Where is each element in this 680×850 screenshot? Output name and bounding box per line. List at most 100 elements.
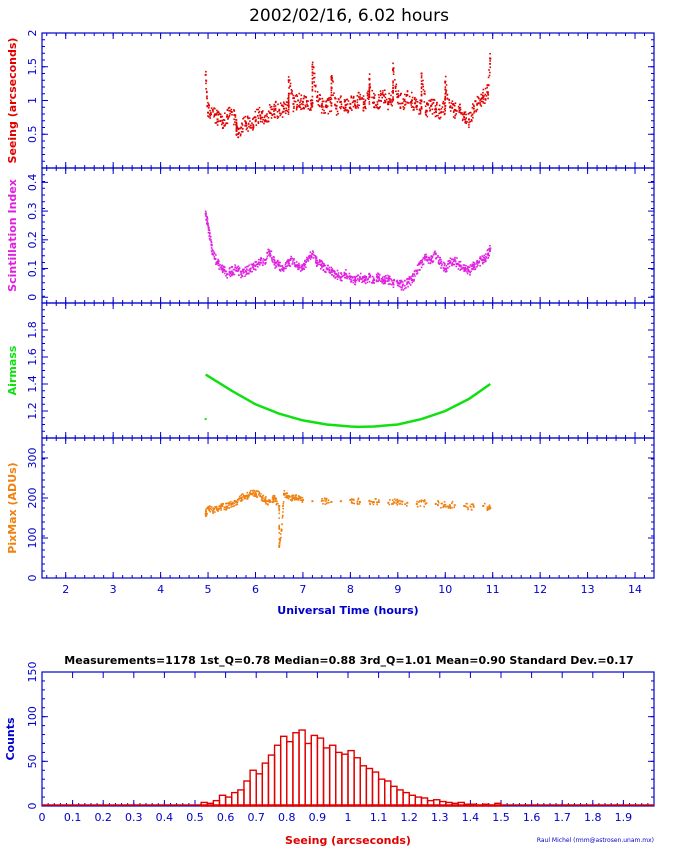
data-point-scintillation bbox=[336, 275, 339, 277]
data-point-seeing bbox=[478, 97, 480, 100]
y-axis-label-seeing: Seeing (arcseconds) bbox=[6, 38, 19, 164]
data-point-scintillation bbox=[279, 269, 281, 272]
data-point-seeing bbox=[276, 111, 279, 113]
data-point-seeing bbox=[233, 123, 235, 126]
data-point-pixmax bbox=[220, 507, 223, 509]
data-point-scintillation bbox=[317, 261, 319, 264]
data-point-scintillation bbox=[426, 259, 428, 261]
data-point-pixmax bbox=[297, 495, 300, 497]
data-point-scintillation bbox=[387, 283, 390, 285]
data-point-scintillation bbox=[462, 266, 465, 269]
data-point-scintillation bbox=[483, 254, 486, 257]
data-point-seeing bbox=[487, 92, 489, 95]
data-point-pixmax bbox=[221, 505, 224, 507]
data-point-seeing bbox=[214, 113, 216, 115]
data-point-seeing bbox=[252, 127, 254, 129]
data-point-seeing bbox=[332, 81, 334, 83]
data-point-scintillation bbox=[364, 279, 367, 281]
data-point-scintillation bbox=[217, 258, 219, 261]
histogram-bar bbox=[322, 747, 331, 807]
data-point-seeing bbox=[432, 99, 434, 101]
data-point-pixmax bbox=[258, 493, 260, 496]
data-point-seeing bbox=[466, 121, 468, 123]
data-point-seeing bbox=[392, 92, 394, 94]
data-point-scintillation bbox=[476, 263, 478, 265]
data-point-scintillation bbox=[251, 270, 253, 273]
data-point-seeing bbox=[349, 106, 352, 109]
data-point-seeing bbox=[454, 114, 457, 117]
data-point-seeing bbox=[209, 113, 212, 115]
data-point-seeing bbox=[420, 94, 423, 96]
data-point-scintillation bbox=[291, 263, 294, 265]
data-point-pixmax bbox=[392, 502, 394, 505]
data-point-pixmax bbox=[393, 501, 395, 503]
data-point-seeing bbox=[379, 106, 381, 108]
data-point-scintillation bbox=[419, 269, 421, 271]
data-point-seeing bbox=[489, 52, 491, 55]
data-point-seeing bbox=[265, 114, 267, 117]
data-point-seeing bbox=[465, 122, 467, 125]
data-point-seeing bbox=[484, 98, 487, 100]
data-point-seeing bbox=[486, 91, 489, 94]
data-point-seeing bbox=[227, 116, 230, 119]
data-point-scintillation bbox=[240, 276, 242, 279]
data-point-seeing bbox=[254, 116, 257, 119]
data-point-seeing bbox=[489, 66, 492, 69]
data-point-seeing bbox=[288, 87, 290, 89]
data-point-seeing bbox=[480, 93, 482, 96]
data-point-scintillation bbox=[375, 279, 378, 282]
data-point-scintillation bbox=[378, 278, 381, 280]
data-point-scintillation bbox=[385, 277, 388, 279]
data-point-seeing bbox=[382, 90, 384, 92]
data-point-seeing bbox=[242, 128, 244, 130]
data-point-seeing bbox=[419, 102, 422, 105]
data-point-seeing bbox=[258, 110, 261, 113]
data-point-seeing bbox=[325, 105, 328, 107]
data-point-seeing bbox=[444, 80, 447, 83]
data-point-seeing bbox=[258, 106, 261, 109]
data-point-pixmax bbox=[210, 506, 213, 508]
data-point-scintillation bbox=[487, 249, 489, 251]
data-point-pixmax bbox=[463, 505, 466, 507]
data-point-seeing bbox=[209, 109, 211, 112]
data-point-scintillation bbox=[204, 212, 207, 215]
data-point-seeing bbox=[388, 97, 390, 100]
data-point-seeing bbox=[378, 100, 381, 102]
data-point-scintillation bbox=[421, 261, 424, 263]
data-point-seeing bbox=[345, 103, 348, 106]
data-point-scintillation bbox=[396, 281, 399, 284]
data-point-pixmax bbox=[290, 499, 293, 502]
data-point-scintillation bbox=[464, 266, 467, 269]
data-point-scintillation bbox=[219, 264, 221, 266]
data-point-scintillation bbox=[383, 276, 386, 278]
data-point-seeing bbox=[310, 102, 312, 105]
data-point-scintillation bbox=[427, 262, 430, 264]
data-point-scintillation bbox=[361, 278, 363, 281]
data-point-seeing bbox=[416, 105, 418, 108]
data-point-seeing bbox=[309, 107, 312, 109]
data-point-seeing bbox=[475, 110, 477, 113]
data-point-scintillation bbox=[466, 269, 469, 271]
data-point-scintillation bbox=[422, 257, 425, 259]
data-point-scintillation bbox=[463, 270, 465, 273]
x-tick-label: 11 bbox=[486, 583, 500, 596]
data-point-seeing bbox=[418, 113, 420, 115]
data-point-seeing bbox=[472, 104, 475, 107]
data-point-scintillation bbox=[245, 273, 247, 276]
data-point-scintillation bbox=[241, 274, 243, 277]
data-point-pixmax bbox=[258, 491, 260, 493]
data-point-pixmax bbox=[301, 499, 303, 502]
x-tick-label: 6 bbox=[252, 583, 259, 596]
data-point-scintillation bbox=[249, 269, 251, 272]
data-point-scintillation bbox=[217, 260, 219, 263]
data-point-pixmax bbox=[415, 503, 418, 505]
data-point-pixmax bbox=[233, 502, 236, 505]
data-point-scintillation bbox=[443, 268, 446, 271]
data-point-pixmax bbox=[213, 509, 215, 511]
data-point-seeing bbox=[325, 106, 328, 109]
data-point-seeing bbox=[315, 99, 318, 102]
data-point-scintillation bbox=[223, 272, 226, 275]
hist-x-tick-label: 0.1 bbox=[64, 811, 82, 824]
data-point-pixmax bbox=[210, 508, 213, 511]
data-point-scintillation bbox=[344, 272, 347, 275]
